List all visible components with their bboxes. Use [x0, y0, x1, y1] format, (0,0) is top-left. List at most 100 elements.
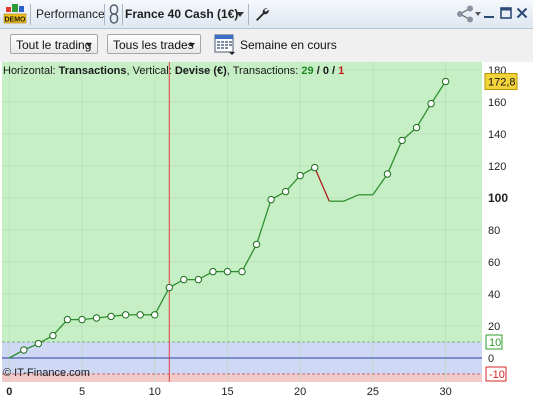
title-separator	[122, 4, 123, 25]
data-point[interactable]	[383, 170, 392, 178]
data-point[interactable]	[281, 187, 290, 196]
data-point[interactable]	[427, 99, 435, 108]
title-separator	[248, 4, 249, 25]
trades-filter-value: Tous les trades	[113, 38, 194, 52]
series-segment	[415, 103, 432, 128]
chevron-down-icon	[189, 43, 195, 47]
losing-count: 1	[338, 65, 345, 77]
current-value-label: 172,8	[488, 77, 516, 89]
y-tick-label: 160	[488, 97, 506, 109]
y-tick-label: 140	[488, 129, 506, 141]
share-chevron-down-icon[interactable]	[475, 12, 481, 16]
count-separator: /	[328, 65, 339, 77]
x-tick-label: 20	[294, 386, 306, 398]
data-point[interactable]	[296, 171, 304, 180]
data-point[interactable]	[223, 267, 232, 276]
lower-band-badge	[485, 366, 507, 382]
series-segment	[386, 140, 403, 175]
x-tick-label: 30	[440, 386, 452, 398]
winning-count: 29	[301, 65, 314, 77]
data-point[interactable]	[136, 311, 144, 319]
data-point[interactable]	[180, 275, 188, 284]
demo-logo-text: DEMO	[5, 17, 27, 24]
title-separator	[30, 4, 31, 25]
data-point[interactable]	[267, 195, 275, 204]
trading-filter-value: Tout le trading	[16, 38, 92, 52]
data-point[interactable]	[78, 315, 86, 324]
x-tick-label: 0	[6, 386, 12, 398]
wrench-icon[interactable]	[254, 6, 270, 22]
x-tick-label: 5	[79, 386, 85, 398]
profit-zone	[2, 62, 482, 342]
period-label[interactable]: Semaine en cours	[240, 38, 337, 52]
data-point[interactable]	[20, 346, 28, 354]
y-tick-label: 0	[488, 353, 494, 365]
data-point[interactable]	[121, 311, 130, 319]
x-tick-label: 15	[221, 386, 233, 398]
upper-band-label: 10	[489, 337, 501, 349]
window-title: Performance	[36, 7, 105, 21]
loss-zone	[2, 374, 482, 382]
link-chain-icon[interactable]	[108, 4, 120, 24]
title-bar: DEMO Performance France 40 Cash (1€)	[0, 0, 533, 29]
data-point[interactable]	[209, 267, 217, 276]
data-point[interactable]	[151, 311, 159, 319]
data-point[interactable]	[194, 275, 203, 284]
loss-segment	[314, 167, 330, 202]
transactions-label: Transactions:	[232, 65, 299, 77]
data-point[interactable]	[49, 331, 57, 340]
series-segment	[241, 244, 258, 272]
data-point[interactable]	[441, 77, 450, 86]
series-segment	[372, 173, 388, 196]
data-point[interactable]	[252, 240, 261, 249]
minimize-icon[interactable]	[482, 6, 496, 20]
watermark: © IT-Finance.com	[3, 367, 90, 379]
calendar-icon[interactable]	[214, 33, 236, 55]
chart-info-bar: Horizontal: Transactions, Vertical: Devi…	[3, 65, 345, 77]
chevron-down-icon	[86, 43, 92, 47]
trading-filter-dropdown[interactable]: Tout le trading	[10, 34, 98, 54]
data-point[interactable]	[412, 123, 421, 132]
vertical-axis-value: Devise (€)	[174, 65, 227, 77]
data-point[interactable]	[165, 283, 173, 292]
series-segment	[343, 194, 359, 202]
y-tick-label: 20	[488, 321, 500, 333]
demo-logo-icon: DEMO	[3, 4, 27, 24]
y-tick-label: 120	[488, 161, 506, 173]
chevron-down-icon[interactable]	[236, 12, 244, 17]
data-point[interactable]	[398, 136, 406, 145]
x-tick-label: 25	[367, 386, 379, 398]
series-segment	[430, 81, 447, 104]
data-point[interactable]	[311, 163, 319, 172]
close-icon[interactable]	[515, 6, 529, 20]
y-tick-label: 100	[488, 191, 508, 205]
instrument-selector[interactable]: France 40 Cash (1€)	[125, 7, 239, 21]
count-separator: /	[313, 65, 323, 77]
x-axis-panel	[2, 382, 482, 401]
data-point[interactable]	[238, 267, 246, 276]
upper-band-badge	[485, 334, 503, 350]
y-tick-label: 40	[488, 289, 500, 301]
y-tick-label: 80	[488, 225, 500, 237]
maximize-icon[interactable]	[499, 6, 513, 20]
toolbar: Tout le trading Tous les trades Semaine …	[0, 29, 533, 62]
horizontal-axis-value: Transactions	[58, 65, 127, 77]
x-tick-label: 10	[149, 386, 161, 398]
performance-chart[interactable]: 0 20 40 60 80 100 120 140 160 180 0 5 10 15 20 25 30 10 -1…	[0, 62, 533, 401]
title-separator	[104, 4, 105, 25]
data-point[interactable]	[92, 314, 101, 322]
current-value-badge	[484, 73, 518, 91]
data-point[interactable]	[34, 339, 43, 348]
y-tick-label: 60	[488, 257, 500, 269]
data-point[interactable]	[107, 312, 115, 321]
share-icon[interactable]	[455, 5, 475, 23]
trades-filter-dropdown[interactable]: Tous les trades	[107, 34, 201, 54]
neutral-count: 0	[322, 65, 329, 77]
data-point[interactable]	[63, 315, 72, 324]
vertical-axis-label: Vertical:	[132, 65, 172, 77]
horizontal-axis-label: Horizontal:	[3, 65, 56, 77]
lower-band-label: -10	[489, 369, 505, 381]
series-segment	[154, 287, 170, 316]
series-segment	[255, 199, 272, 245]
